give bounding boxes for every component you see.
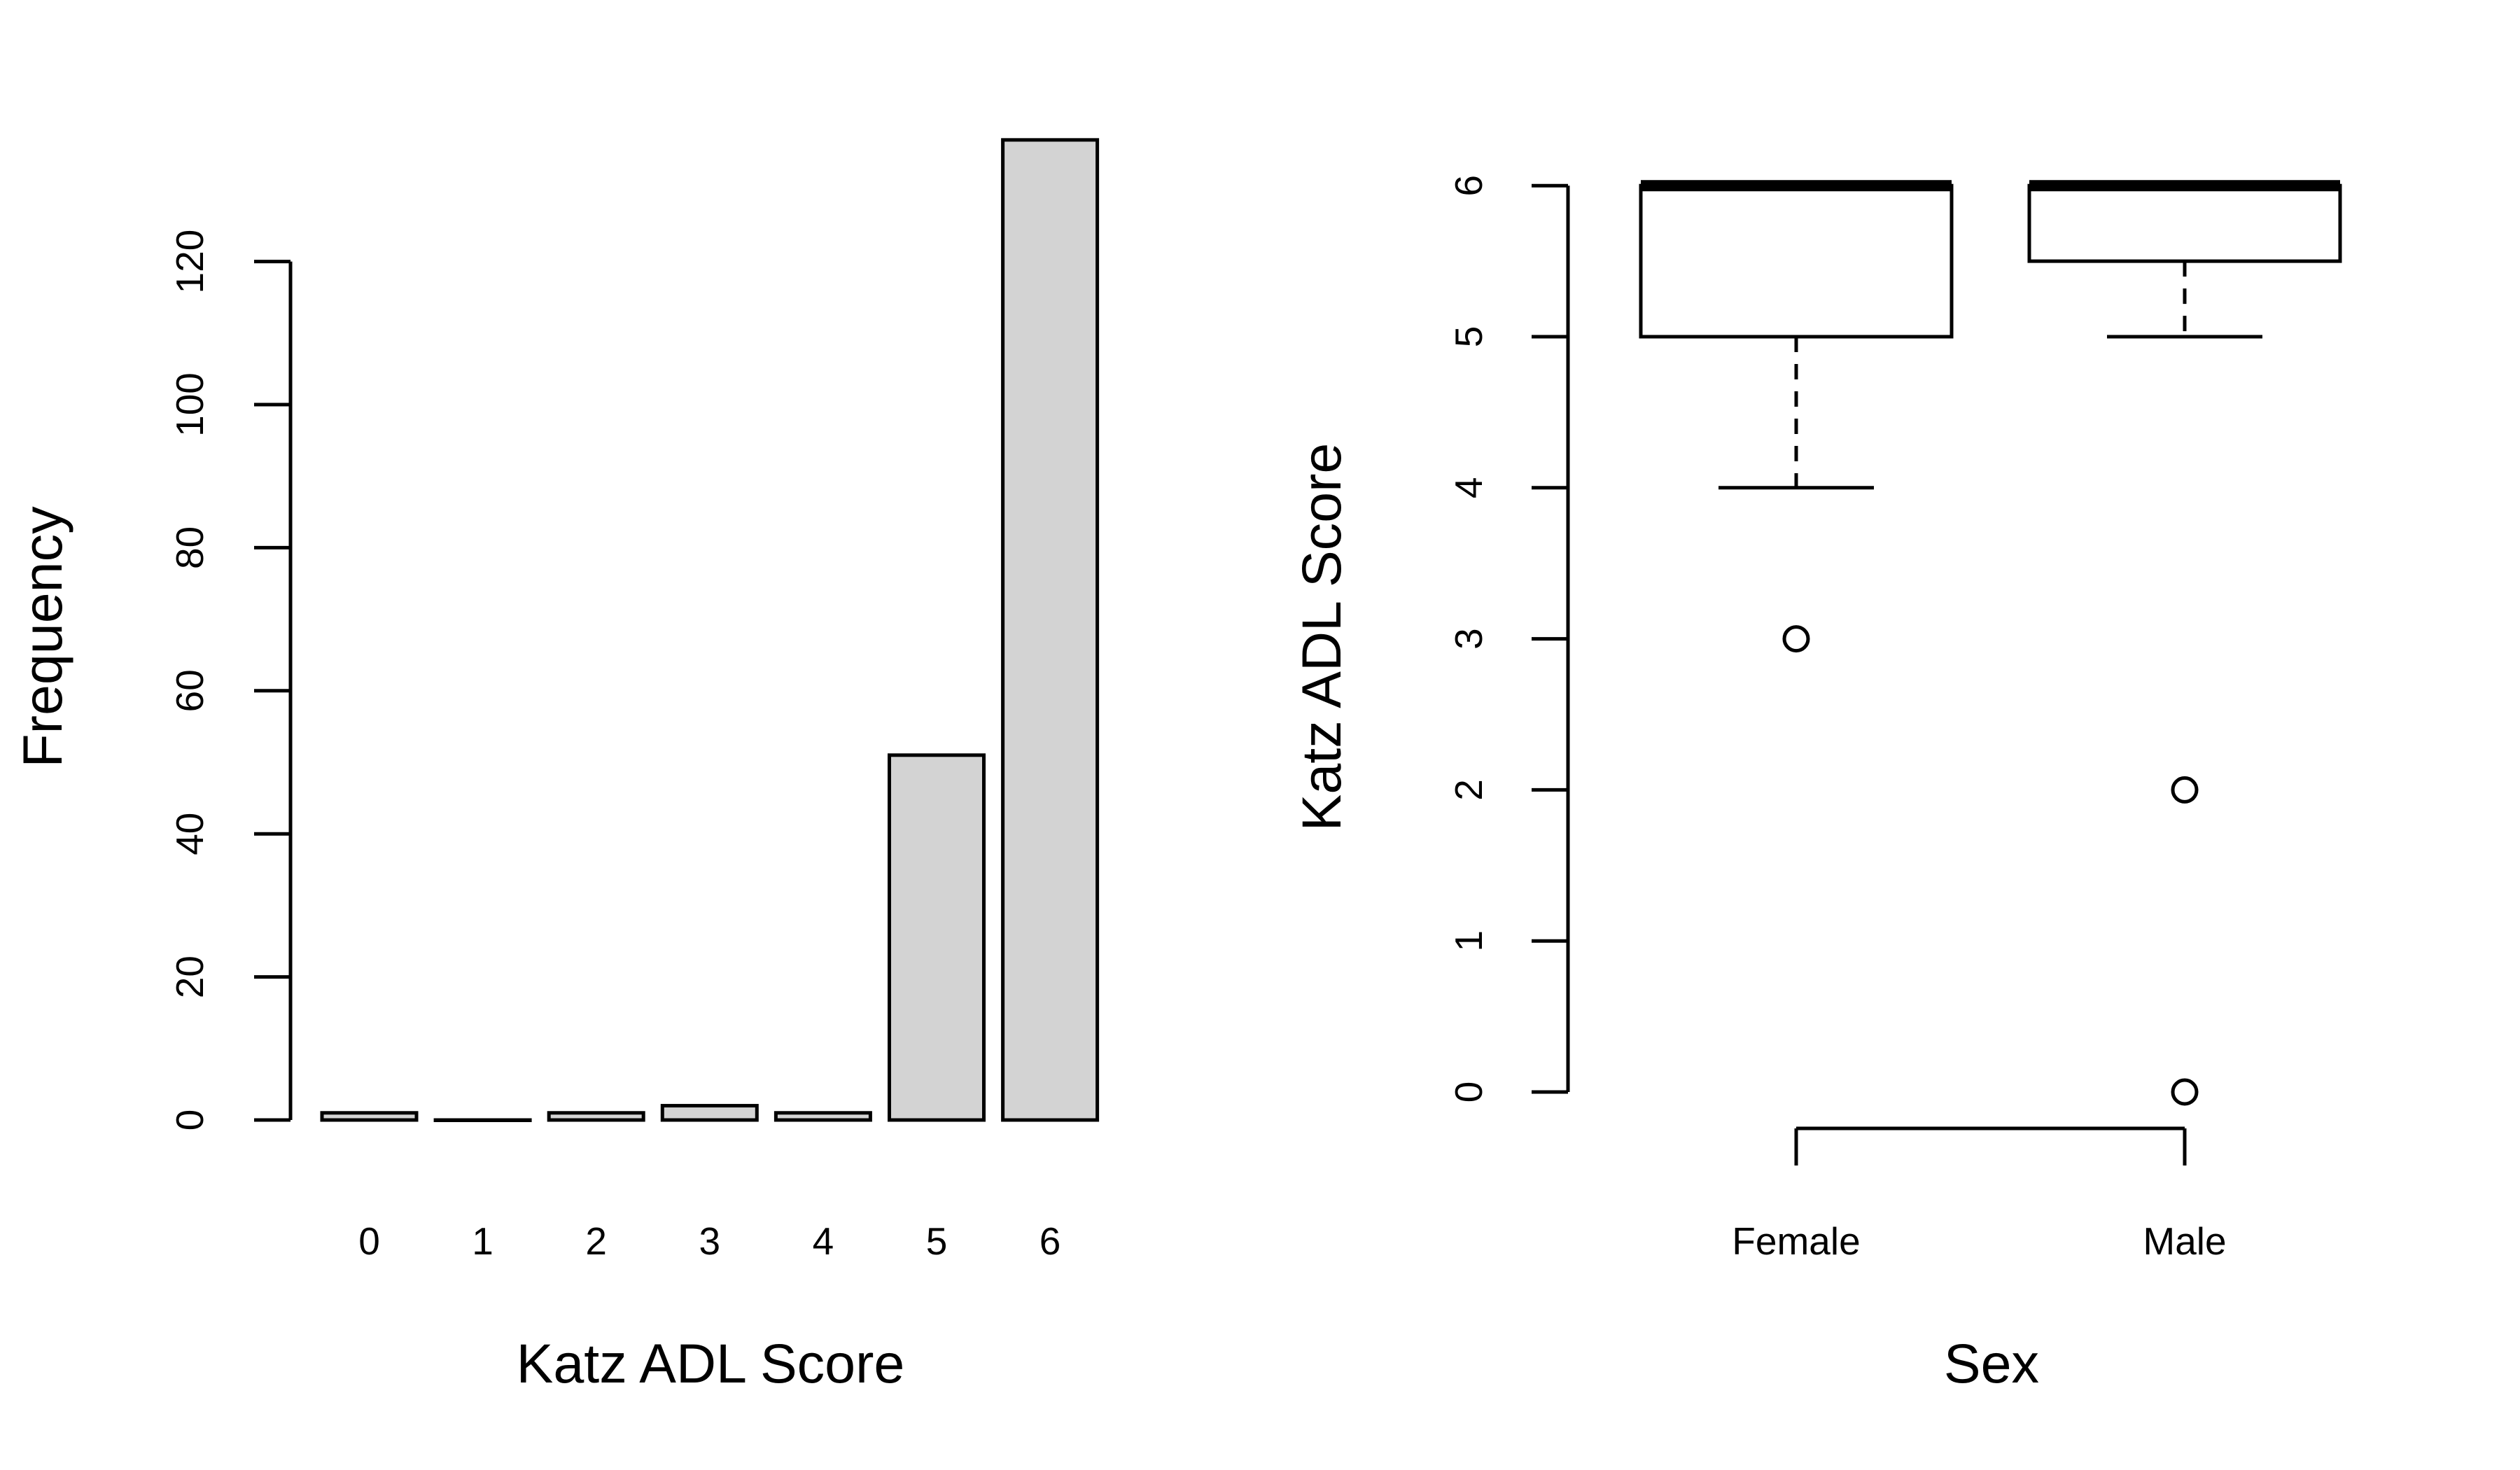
bar-y-tick-label: 20 xyxy=(168,955,211,998)
bar-x-tick-label: 5 xyxy=(926,1219,948,1263)
box-y-tick-label: 3 xyxy=(1447,628,1490,650)
bar-x-tick-label: 6 xyxy=(1040,1219,1061,1263)
bar xyxy=(888,753,986,1122)
bar-chart-panel: 0 20 40 60 80 100 120 0 1 2 3 4 5 6 Katz ADL Score F… xyxy=(11,138,1100,1394)
bar-x-tick-label: 4 xyxy=(813,1219,834,1263)
box-series xyxy=(1639,180,2342,1106)
bar-y-tick-label: 100 xyxy=(168,372,211,437)
box-y-tick-label: 5 xyxy=(1447,326,1490,348)
bar xyxy=(774,1111,872,1122)
bar-y-tick-label: 0 xyxy=(168,1110,211,1131)
bar-x-tick-label: 0 xyxy=(358,1219,380,1263)
bar-x-tick-label: 3 xyxy=(699,1219,721,1263)
bar-x-tick-label: 1 xyxy=(472,1219,493,1263)
box-female xyxy=(1639,180,1954,653)
box-y-tick-label: 2 xyxy=(1447,779,1490,801)
box-plot-panel: 0 1 2 3 4 5 6 Female Male Sex Katz ADL Score xyxy=(1290,175,2342,1394)
bar-x-tick-labels: 0 1 2 3 4 5 6 xyxy=(358,1219,1060,1263)
bar xyxy=(1001,138,1100,1122)
box-y-tick-label: 1 xyxy=(1447,930,1490,952)
box-x-axis-title: Sex xyxy=(1944,1332,2039,1394)
box-y-axis: 0 1 2 3 4 5 6 xyxy=(1447,175,1570,1103)
bar-y-axis-title: Frequency xyxy=(11,506,74,768)
bar-x-tick-label: 2 xyxy=(585,1219,607,1263)
box-x-axis: Female Male xyxy=(1732,1126,2227,1263)
box-y-tick-label: 4 xyxy=(1447,477,1490,499)
bar-y-tick-label: 120 xyxy=(168,230,211,294)
bar-x-axis-title: Katz ADL Score xyxy=(517,1332,905,1394)
box-x-tick-label: Female xyxy=(1732,1219,1860,1263)
box xyxy=(1639,183,1954,339)
box-y-tick-label: 6 xyxy=(1447,175,1490,197)
box-y-tick-label: 0 xyxy=(1447,1082,1490,1103)
bar-y-axis: 0 20 40 60 80 100 120 xyxy=(168,230,293,1131)
bar-y-tick-label: 40 xyxy=(168,813,211,855)
bar-y-tick-label: 60 xyxy=(168,669,211,712)
box-x-tick-label: Male xyxy=(2143,1219,2226,1263)
bar xyxy=(547,1111,645,1122)
bar xyxy=(320,1111,419,1122)
bar-y-tick-label: 80 xyxy=(168,526,211,569)
outlier-point xyxy=(2171,776,2199,804)
box-male xyxy=(2027,180,2342,1106)
outlier-point xyxy=(2171,1078,2199,1106)
bar xyxy=(660,1104,759,1122)
outlier-point xyxy=(1782,625,1810,653)
box-y-axis-title: Katz ADL Score xyxy=(1290,443,1352,832)
bar-series xyxy=(320,138,1100,1122)
bar xyxy=(433,1118,532,1122)
box xyxy=(2027,183,2342,263)
